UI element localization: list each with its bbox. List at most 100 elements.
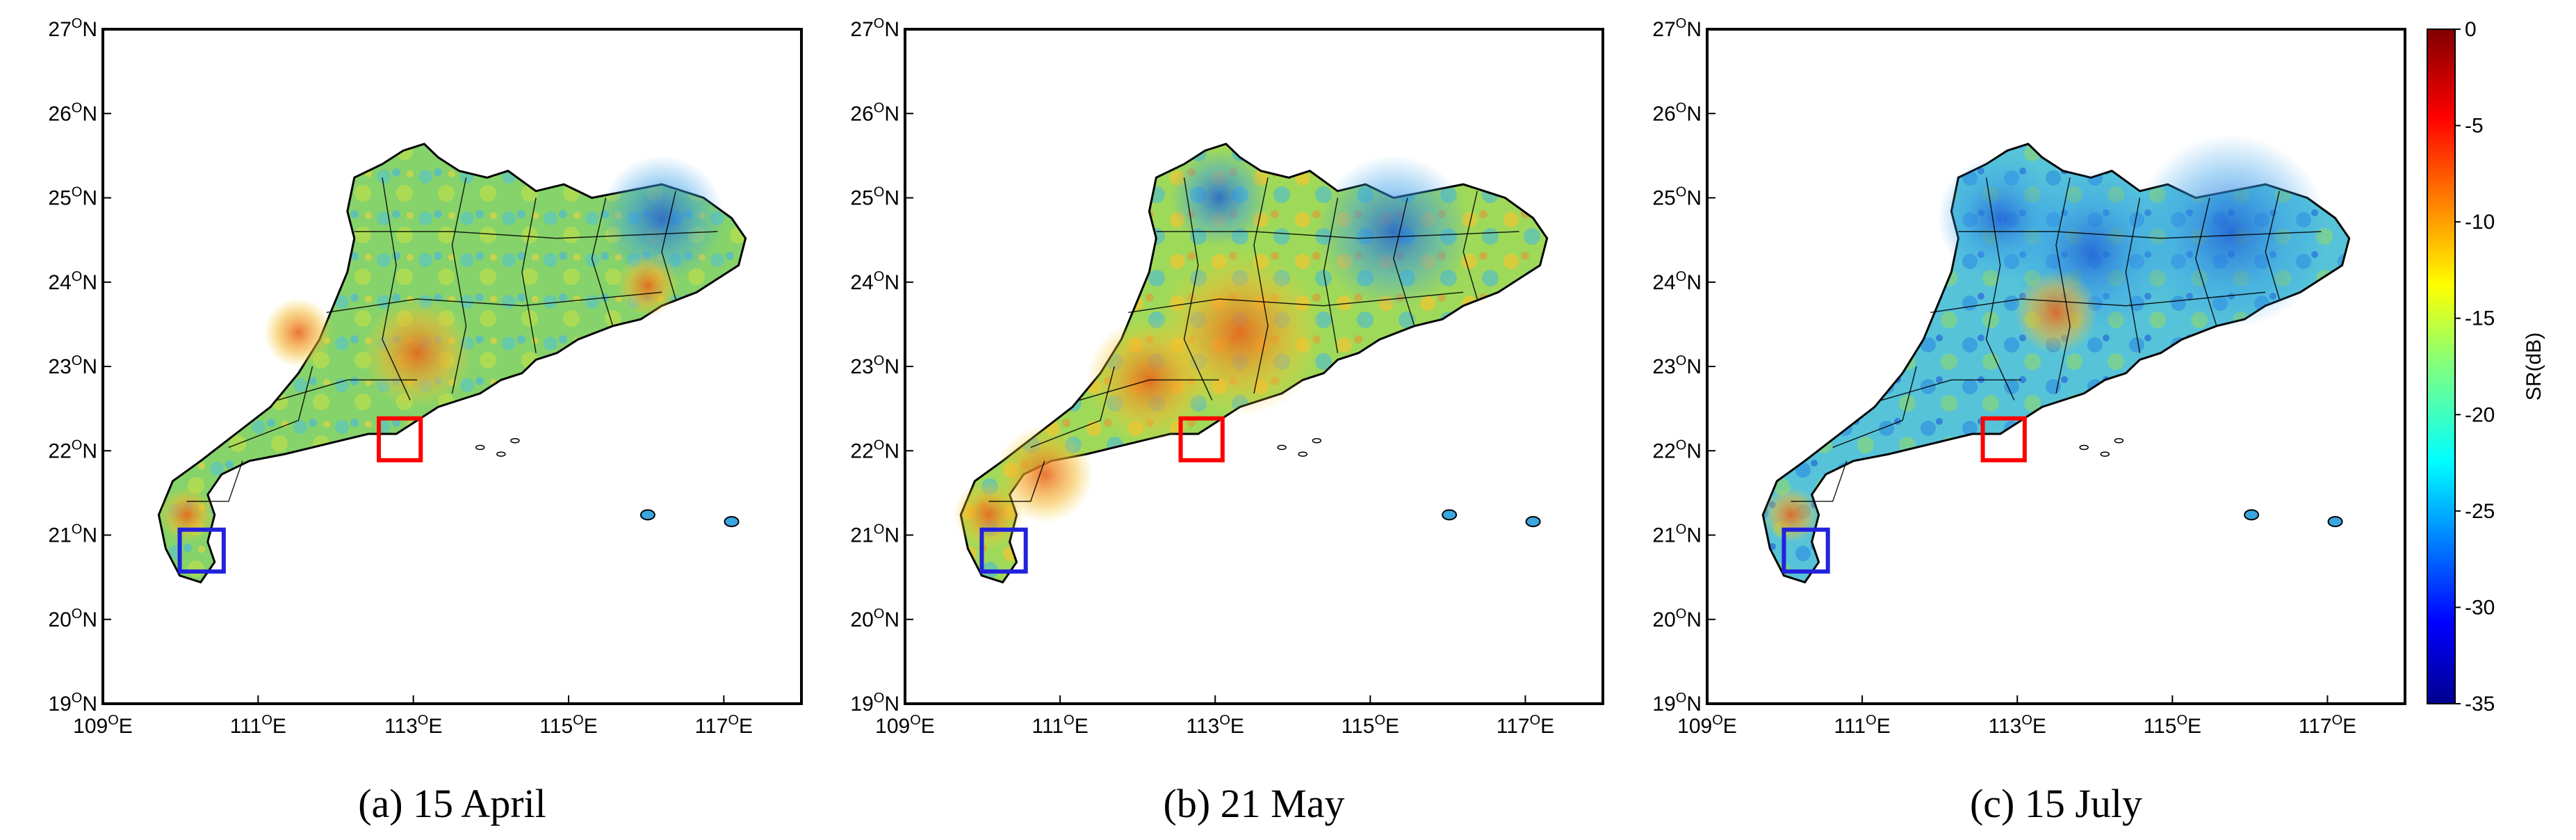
y-tick-label: 21ON	[850, 522, 899, 547]
x-tick-label: 111OE	[1032, 713, 1089, 738]
county-boundary	[2265, 191, 2281, 300]
red-box	[1980, 416, 2027, 462]
y-tick-label: 24ON	[48, 269, 97, 294]
sr-anomaly	[954, 480, 1024, 550]
county-boundary	[451, 177, 467, 394]
county-boundary	[1832, 366, 1917, 449]
y-tick-label: 20ON	[850, 606, 899, 631]
sr-anomaly	[1170, 149, 1268, 247]
colorbar-tick-label: -35	[2465, 693, 2495, 716]
county-boundary	[988, 460, 1045, 502]
county-boundary	[277, 379, 418, 401]
x-tick-label: 117OE	[2299, 713, 2356, 738]
county-boundary	[521, 197, 537, 353]
county-boundary	[2125, 197, 2141, 353]
county-boundary	[661, 191, 676, 300]
colorbar-tick-label: -5	[2465, 115, 2484, 138]
island	[639, 509, 655, 521]
county-boundary	[186, 460, 243, 502]
sr-anomaly	[1316, 155, 1470, 308]
colorbar-label: SR(dB)	[2522, 332, 2545, 401]
panel-caption: (b) 21 May	[1164, 781, 1345, 826]
sr-anomaly	[263, 298, 334, 368]
y-tick-label: 25ON	[48, 185, 97, 210]
island	[496, 451, 506, 457]
sr-anomaly	[158, 487, 215, 543]
colorbar-tick-label: -30	[2465, 596, 2495, 619]
x-tick-label: 115OE	[539, 713, 597, 738]
y-tick-label: 25ON	[1652, 185, 1702, 210]
county-boundary	[1079, 379, 1219, 401]
y-tick-label: 24ON	[1652, 269, 1702, 294]
x-tick-label: 115OE	[2144, 713, 2201, 738]
county-boundary	[1930, 291, 2266, 314]
x-tick-label: 117OE	[1497, 713, 1554, 738]
county-boundary	[1393, 197, 1415, 327]
island	[1525, 516, 1541, 528]
county-boundary	[1253, 177, 1269, 394]
x-tick-label: 113OE	[1187, 713, 1244, 738]
sr-anomaly	[2133, 134, 2328, 329]
x-tick-label: 109OE	[1677, 713, 1737, 738]
x-tick-label: 109OE	[73, 713, 133, 738]
y-tick-label: 26ON	[850, 100, 899, 125]
y-tick-label: 27ON	[48, 16, 97, 41]
x-tick-label: 113OE	[384, 713, 442, 738]
map-panel-3: 27ON 26ON 25ON 24ON 23ON 22ON 21ON 20ON 19ON109O…	[1652, 16, 2406, 826]
sr-anomaly	[599, 155, 724, 281]
island	[475, 444, 485, 451]
county-boundary	[228, 366, 313, 449]
colorbar-ramp	[2427, 29, 2456, 704]
county-boundary	[2055, 177, 2071, 394]
x-tick-label: 111OE	[1834, 713, 1891, 738]
county-boundary	[1323, 197, 1339, 353]
y-tick-label: 26ON	[1652, 100, 1702, 125]
county-boundary	[1156, 231, 1519, 239]
island	[510, 437, 520, 444]
county-boundary	[1128, 291, 1464, 314]
island	[1442, 509, 1458, 521]
island	[2114, 437, 2124, 444]
county-boundary	[1183, 177, 1213, 401]
red-box	[1178, 416, 1225, 462]
county-boundary	[1030, 366, 1115, 449]
county-boundary	[1462, 191, 1478, 300]
panel-caption: (a) 15 April	[358, 781, 546, 826]
y-tick-label: 23ON	[1652, 353, 1702, 378]
y-tick-label: 23ON	[48, 353, 97, 378]
sr-anomaly	[1937, 155, 2063, 281]
island	[1298, 451, 1308, 457]
island	[1277, 444, 1287, 451]
sr-anomaly	[616, 254, 679, 317]
county-boundary	[382, 177, 411, 401]
colorbar-tick-label: -10	[2465, 211, 2495, 234]
y-tick-label: 22ON	[850, 437, 899, 462]
y-tick-label: 19ON	[48, 690, 97, 716]
colorbar-tick-label: -15	[2465, 307, 2495, 330]
blue-box	[1782, 527, 1830, 574]
y-tick-label: 19ON	[1652, 690, 1702, 716]
county-boundary	[2195, 197, 2217, 327]
county-boundary	[591, 197, 614, 327]
island	[2100, 451, 2110, 457]
y-tick-label: 20ON	[48, 606, 97, 631]
red-box	[376, 416, 423, 462]
county-boundary	[1985, 177, 2015, 401]
x-tick-label: 109OE	[875, 713, 935, 738]
y-tick-label: 19ON	[850, 690, 899, 716]
island	[2327, 516, 2343, 528]
y-tick-label: 24ON	[850, 269, 899, 294]
island	[2244, 509, 2260, 521]
blue-box	[177, 527, 226, 574]
panel-caption: (c) 15 July	[1970, 781, 2142, 826]
x-tick-label: 111OE	[230, 713, 286, 738]
sr-anomaly	[995, 426, 1093, 524]
blue-box	[979, 527, 1028, 574]
county-boundary	[326, 291, 662, 314]
x-tick-label: 117OE	[695, 713, 753, 738]
y-tick-label: 23ON	[850, 353, 899, 378]
y-tick-label: 20ON	[1652, 606, 1702, 631]
y-tick-label: 21ON	[48, 522, 97, 547]
y-tick-label: 21ON	[1652, 522, 1702, 547]
